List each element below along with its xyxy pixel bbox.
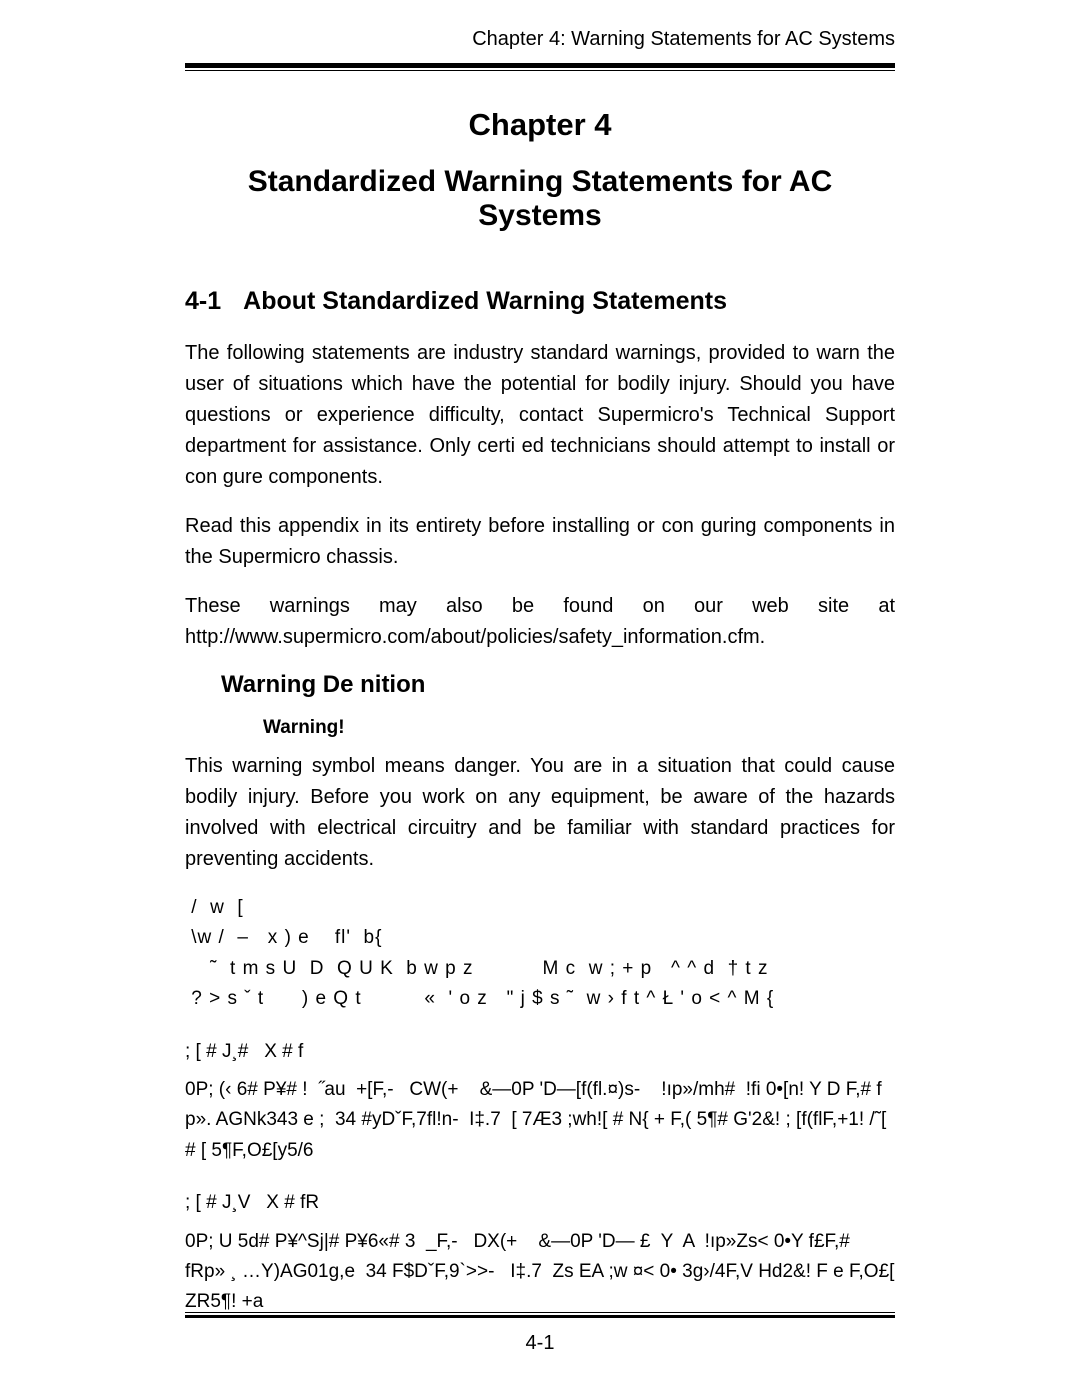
section-title: About Standardized Warning Statements — [243, 287, 727, 315]
garbled-block-3-head: ; [ # J¸V X # fR — [185, 1188, 895, 1218]
section-p2: Read this appendix in its entirety befor… — [185, 511, 895, 573]
page-number: 4-1 — [185, 1332, 895, 1355]
footer: 4-1 — [185, 1312, 895, 1355]
section-heading: 4-1 About Standardized Warning Statements — [185, 287, 895, 316]
section-p3: These warnings may also be found on our … — [185, 591, 895, 653]
warning-body: This warning symbol means danger. You ar… — [185, 751, 895, 875]
garbled-block-1: / w [ \w / – x ) e fl' b{ ˜ t m s U D Q … — [185, 893, 895, 1015]
chapter-title: Standardized Warning Statements for AC S… — [185, 165, 895, 233]
section-number: 4-1 — [185, 287, 221, 315]
chapter-label: Chapter 4 — [185, 107, 895, 143]
footer-rule-thin — [185, 1312, 895, 1313]
page: Chapter 4: Warning Statements for AC Sys… — [0, 0, 1080, 1397]
subsection-title: Warning De nition — [221, 671, 895, 699]
header-rule-thick — [185, 63, 895, 68]
garbled-block-2-head: ; [ # J¸# X # f — [185, 1037, 895, 1067]
garbled-block-2-body: 0P; (‹ 6# P¥# ! ˝au +[F,- CW(+ &—0P 'D—[… — [185, 1075, 895, 1166]
section-p1: The following statements are industry st… — [185, 338, 895, 493]
footer-rule-thick — [185, 1315, 895, 1318]
warning-label: Warning! — [263, 717, 895, 739]
garbled-block-3-body: 0P; U 5d# P¥^Sj|# P¥6«# 3 _F,- DX(+ &—0P… — [185, 1227, 895, 1318]
running-head: Chapter 4: Warning Statements for AC Sys… — [185, 28, 895, 51]
header-rule-thin — [185, 70, 895, 71]
